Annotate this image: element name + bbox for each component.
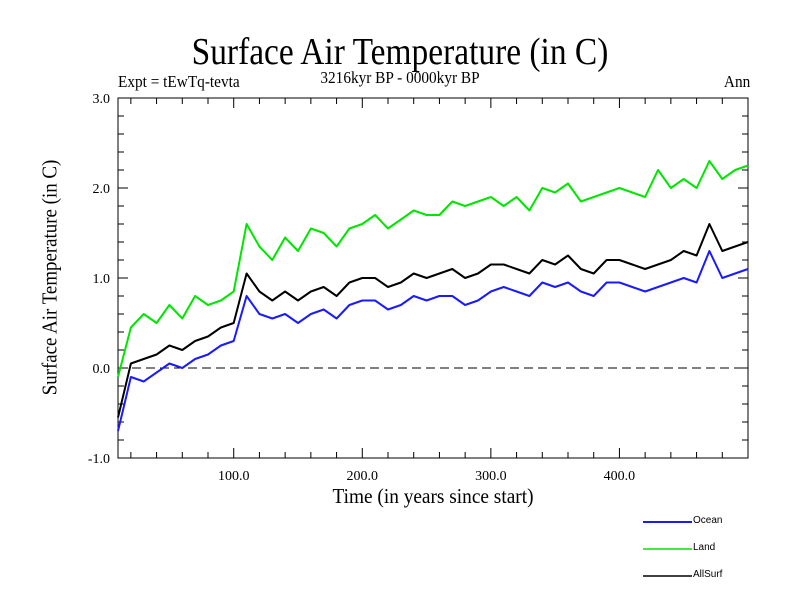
y-tick-label: 0.0	[93, 362, 111, 377]
legend-label-ocean: Ocean	[693, 515, 723, 526]
chart-subtitle: 3216kyr BP - 0000kyr BP	[320, 68, 480, 87]
x-tick-label: 400.0	[604, 469, 636, 484]
legend-label-allsurf: AllSurf	[693, 569, 723, 580]
x-tick-label: 100.0	[218, 469, 250, 484]
y-tick-label: 3.0	[93, 92, 111, 107]
season-label: Ann	[723, 72, 750, 91]
series-line-land	[117, 160, 749, 378]
y-tick-label: -1.0	[88, 452, 110, 467]
x-tick-label: 200.0	[347, 469, 379, 484]
plot-frame	[117, 97, 749, 459]
x-tick-label: 300.0	[475, 469, 507, 484]
series-line-allsurf	[117, 223, 749, 418]
y-tick-label: 2.0	[93, 182, 111, 197]
series-line-ocean	[117, 250, 749, 432]
y-tick-label: 1.0	[93, 272, 111, 287]
experiment-label: Expt = tEwTq-tevta	[118, 72, 240, 91]
chart-title: Surface Air Temperature (in C)	[191, 31, 609, 73]
x-axis-label: Time (in years since start)	[332, 484, 534, 508]
legend-label-land: Land	[693, 542, 716, 553]
